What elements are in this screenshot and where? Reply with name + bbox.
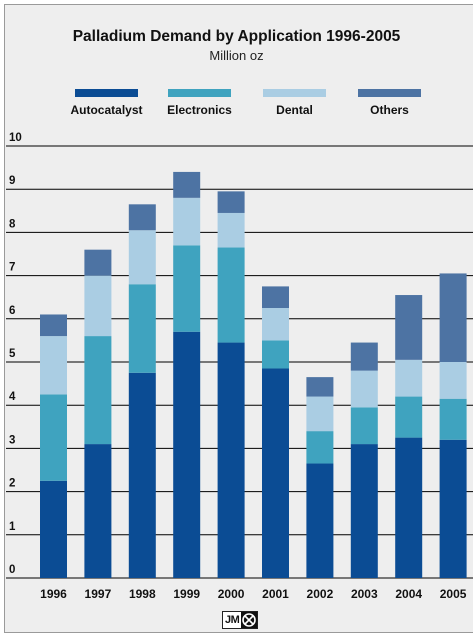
y-tick-label-4: 4 bbox=[9, 391, 16, 403]
bar-1997-autocatalyst bbox=[84, 444, 112, 578]
bar-2003-autocatalyst bbox=[350, 444, 378, 578]
x-tick-label-1: 1997 bbox=[85, 587, 112, 601]
bar-1998-dental bbox=[128, 230, 156, 285]
jm-logo-text: JM bbox=[225, 614, 240, 626]
hammer-crossed-icon bbox=[241, 612, 258, 628]
bar-1999-electronics bbox=[173, 245, 201, 332]
y-tick-label-1: 1 bbox=[9, 521, 16, 533]
legend-label-3: Others bbox=[370, 103, 409, 117]
legend-swatch-3 bbox=[358, 89, 421, 97]
y-tick-label-3: 3 bbox=[9, 434, 15, 446]
x-tick-label-7: 2003 bbox=[351, 587, 378, 601]
y-tick-label-6: 6 bbox=[9, 305, 15, 317]
y-tick-label-7: 7 bbox=[9, 262, 15, 274]
bar-2001-dental bbox=[262, 308, 289, 341]
legend-label-1: Electronics bbox=[167, 103, 232, 117]
y-tick-label-10: 10 bbox=[9, 132, 22, 144]
bar-1998-electronics bbox=[128, 284, 156, 373]
bar-2001-electronics bbox=[262, 340, 289, 369]
bar-1996-electronics bbox=[40, 394, 67, 481]
x-tick-label-5: 2001 bbox=[262, 587, 289, 601]
bar-2002-electronics bbox=[306, 431, 334, 464]
bar-1999-others bbox=[173, 171, 201, 198]
bar-2005-others bbox=[439, 273, 467, 362]
bar-2004-dental bbox=[395, 359, 423, 397]
y-tick-label-2: 2 bbox=[9, 478, 15, 490]
bar-2000-others bbox=[217, 191, 245, 213]
y-tick-label-5: 5 bbox=[9, 348, 16, 360]
jm-logo: JM bbox=[222, 611, 259, 629]
bar-2005-electronics bbox=[439, 398, 467, 440]
legend-swatch-1 bbox=[168, 89, 231, 97]
bar-1996-autocatalyst bbox=[40, 480, 67, 578]
bar-2000-electronics bbox=[217, 247, 245, 343]
bar-2000-dental bbox=[217, 212, 245, 248]
x-tick-label-6: 2002 bbox=[307, 587, 334, 601]
x-tick-label-2: 1998 bbox=[129, 587, 156, 601]
bar-2003-others bbox=[350, 342, 378, 371]
bar-2005-autocatalyst bbox=[439, 439, 467, 578]
x-tick-label-9: 2005 bbox=[440, 587, 467, 601]
bar-2000-autocatalyst bbox=[217, 342, 245, 578]
bar-2004-autocatalyst bbox=[395, 437, 423, 578]
chart-subtitle: Million oz bbox=[209, 48, 264, 63]
x-tick-label-3: 1999 bbox=[173, 587, 200, 601]
x-tick-label-8: 2004 bbox=[395, 587, 422, 601]
bar-2003-electronics bbox=[350, 407, 378, 445]
bar-2003-dental bbox=[350, 370, 378, 408]
bar-1996-others bbox=[40, 314, 67, 337]
bar-1996-dental bbox=[40, 336, 67, 395]
bar-2002-autocatalyst bbox=[306, 463, 334, 578]
x-tick-label-4: 2000 bbox=[218, 587, 245, 601]
bar-1999-dental bbox=[173, 197, 201, 246]
bar-1997-electronics bbox=[84, 336, 112, 445]
y-tick-label-0: 0 bbox=[9, 564, 15, 576]
legend-swatch-0 bbox=[75, 89, 138, 97]
bar-2004-electronics bbox=[395, 396, 423, 438]
bar-2001-others bbox=[262, 286, 289, 308]
bar-1998-others bbox=[128, 204, 156, 231]
bar-1997-others bbox=[84, 249, 112, 276]
bar-2004-others bbox=[395, 295, 423, 360]
bar-1997-dental bbox=[84, 275, 112, 337]
chart-title: Palladium Demand by Application 1996-200… bbox=[72, 28, 401, 45]
bar-1998-autocatalyst bbox=[128, 372, 156, 578]
legend-swatch-2 bbox=[263, 89, 326, 97]
bar-2005-dental bbox=[439, 362, 467, 399]
x-tick-label-0: 1996 bbox=[40, 587, 67, 601]
bar-2002-dental bbox=[306, 396, 334, 432]
bar-1999-autocatalyst bbox=[173, 331, 201, 578]
bar-2002-others bbox=[306, 377, 334, 397]
bar-2001-autocatalyst bbox=[262, 368, 289, 578]
y-tick-label-8: 8 bbox=[9, 218, 16, 230]
y-tick-label-9: 9 bbox=[9, 175, 15, 187]
legend-label-0: Autocatalyst bbox=[70, 103, 142, 117]
legend-label-2: Dental bbox=[276, 103, 313, 117]
